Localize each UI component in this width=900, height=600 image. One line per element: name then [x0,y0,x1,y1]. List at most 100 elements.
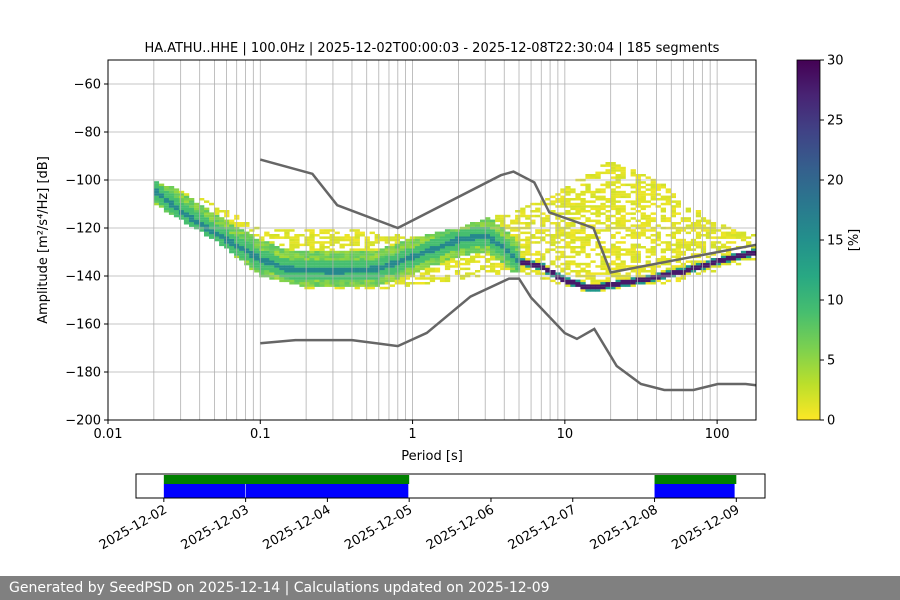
psd-cell [720,243,727,247]
psd-cell [665,219,671,223]
psd-cell [515,262,521,266]
psd-cell [600,286,606,290]
psd-cell [475,270,481,273]
psd-cell [490,248,496,251]
psd-cell [369,284,375,287]
psd-cell [660,248,666,251]
psd-cell [274,236,280,239]
psd-cell [695,267,702,271]
psd-cell [249,260,255,263]
psd-cell [465,236,471,239]
psd-cell [610,188,616,191]
psd-cell [715,241,722,244]
psd-cell [389,272,395,275]
psd-cell [209,214,215,218]
psd-cell [665,248,671,251]
psd-cell [244,238,250,242]
psd-cell [444,255,451,259]
psd-cell [244,248,250,251]
psd-cell [309,229,315,232]
psd-cell [470,260,476,263]
psd-cell [575,231,581,235]
psd-cell [374,258,380,261]
psd-cell [439,234,446,237]
psd-cell [695,231,702,235]
psd-cell [620,195,626,199]
psd-cell [495,214,501,218]
psd-cell [204,210,210,213]
psd-cell [485,246,491,249]
psd-cell [414,277,421,280]
psd-cell [670,195,676,199]
psd-cell [605,162,611,165]
psd-cell [530,262,536,266]
psd-cell [565,262,571,266]
psd-cell [173,214,180,218]
psd-cell [178,217,185,220]
psd-cell [314,241,320,244]
psd-cell [319,260,325,263]
psd-cell [525,246,531,249]
psd-cell [495,262,501,266]
psd-cell [580,270,586,273]
psd-cell [344,238,350,242]
psd-cell [590,248,596,251]
psd-cell [730,241,737,244]
psd-cell [364,265,370,268]
psd-cell [655,231,661,235]
psd-cell [214,214,220,218]
psd-cell [565,260,571,263]
psd-cell [459,234,466,237]
psd-cell [730,234,737,237]
psd-cell [269,234,275,237]
psd-cell [620,222,626,225]
psd-cell [495,219,501,223]
psd-cell [575,217,581,220]
psd-cell [299,270,305,273]
psd-cell [735,231,742,235]
psd-cell [640,222,646,225]
psd-cell [259,250,265,254]
psd-cell [615,272,621,275]
psd-cell [660,241,666,244]
psd-cell [379,238,385,242]
psd-cell [710,260,717,263]
psd-cell [254,262,260,266]
psd-cell [515,222,521,225]
psd-cell [685,243,691,247]
psd-cell [178,214,185,218]
psd-cell [424,277,431,280]
psd-cell [550,200,556,203]
psd-cell [279,260,285,263]
psd-cell [485,238,491,242]
psd-cell [720,234,727,237]
psd-cell [264,246,270,249]
psd-cell [685,270,691,273]
psd-cell [183,207,190,211]
psd-cell [384,241,390,244]
psd-cell [299,284,305,287]
psd-cell [610,198,616,201]
psd-cell [725,258,732,261]
y-tick-label: −100 [65,174,101,189]
psd-cell [720,258,727,261]
psd-cell [339,238,345,242]
psd-cell [740,236,747,239]
psd-cell [299,279,305,283]
psd-cell [495,253,501,256]
psd-cell [354,241,360,244]
psd-cell [485,243,491,247]
psd-cell [269,277,275,280]
psd-cell [284,260,290,263]
psd-cell [610,190,616,194]
psd-cell [304,282,310,285]
psd-cell [535,265,541,268]
psd-cell [374,267,380,271]
psd-cell [575,246,581,249]
psd-cell [570,279,576,283]
psd-cell [640,181,646,184]
psd-cell [259,246,265,249]
psd-cell [585,270,591,273]
psd-cell [394,241,400,244]
psd-cell [610,195,616,199]
